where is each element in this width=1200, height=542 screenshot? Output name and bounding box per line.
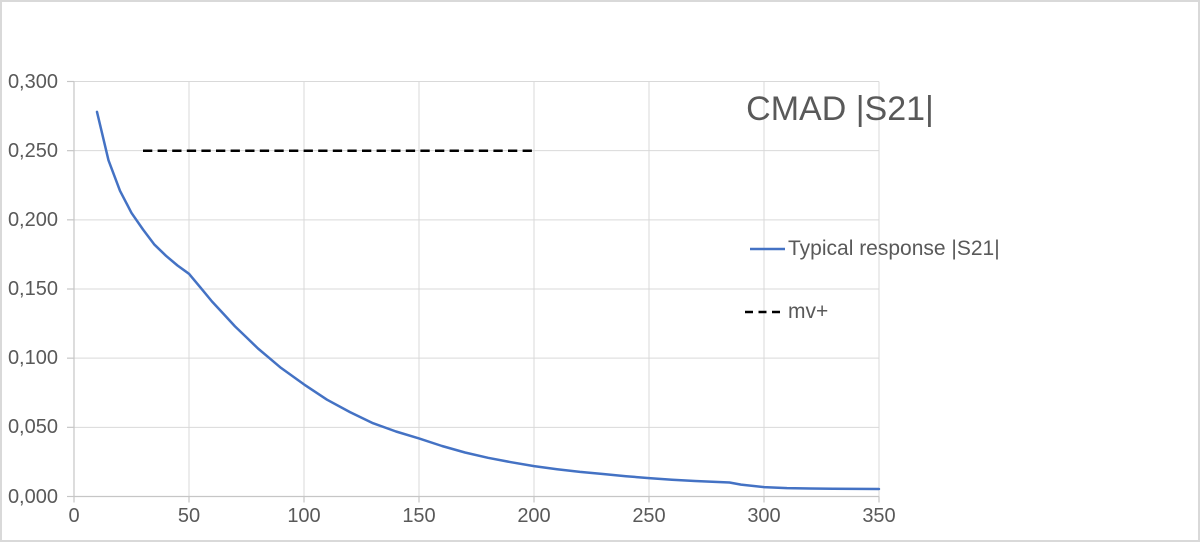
x-tick-label: 200: [517, 505, 551, 527]
x-tick-label: 250: [632, 505, 666, 527]
x-tick-label: 0: [68, 505, 80, 527]
y-tick-label: 0,050: [7, 416, 58, 439]
x-tick-label: 50: [177, 505, 201, 527]
legend-label-mv-plus: mv+: [788, 300, 829, 323]
y-tick-label: 0,000: [7, 485, 58, 508]
chart-title: CMAD |S21|: [746, 90, 934, 128]
x-tick-label: 100: [287, 505, 321, 527]
y-tick-label: 0,250: [7, 139, 58, 162]
legend-swatch-dashed-line-icon: [745, 310, 784, 314]
series-line-typical-response[interactable]: [95, 110, 881, 491]
y-tick-label: 0,200: [7, 208, 58, 231]
x-tick-label: 350: [862, 505, 896, 527]
x-tick-label: 150: [402, 505, 436, 527]
legend-entry-typical-response[interactable]: Typical response |S21|: [744, 229, 1000, 269]
legend: Typical response |S21| mv+: [744, 229, 1000, 332]
legend-label-typical-response: Typical response |S21|: [788, 237, 1000, 260]
y-tick-label: 0,150: [7, 278, 58, 300]
legend-swatch-solid-line-icon: [750, 247, 785, 251]
y-tick-label: 0,300: [7, 70, 58, 93]
x-tick-label: 300: [747, 505, 781, 527]
legend-entry-mv-plus[interactable]: mv+: [744, 292, 1000, 332]
y-tick-label: 0,100: [7, 347, 58, 370]
